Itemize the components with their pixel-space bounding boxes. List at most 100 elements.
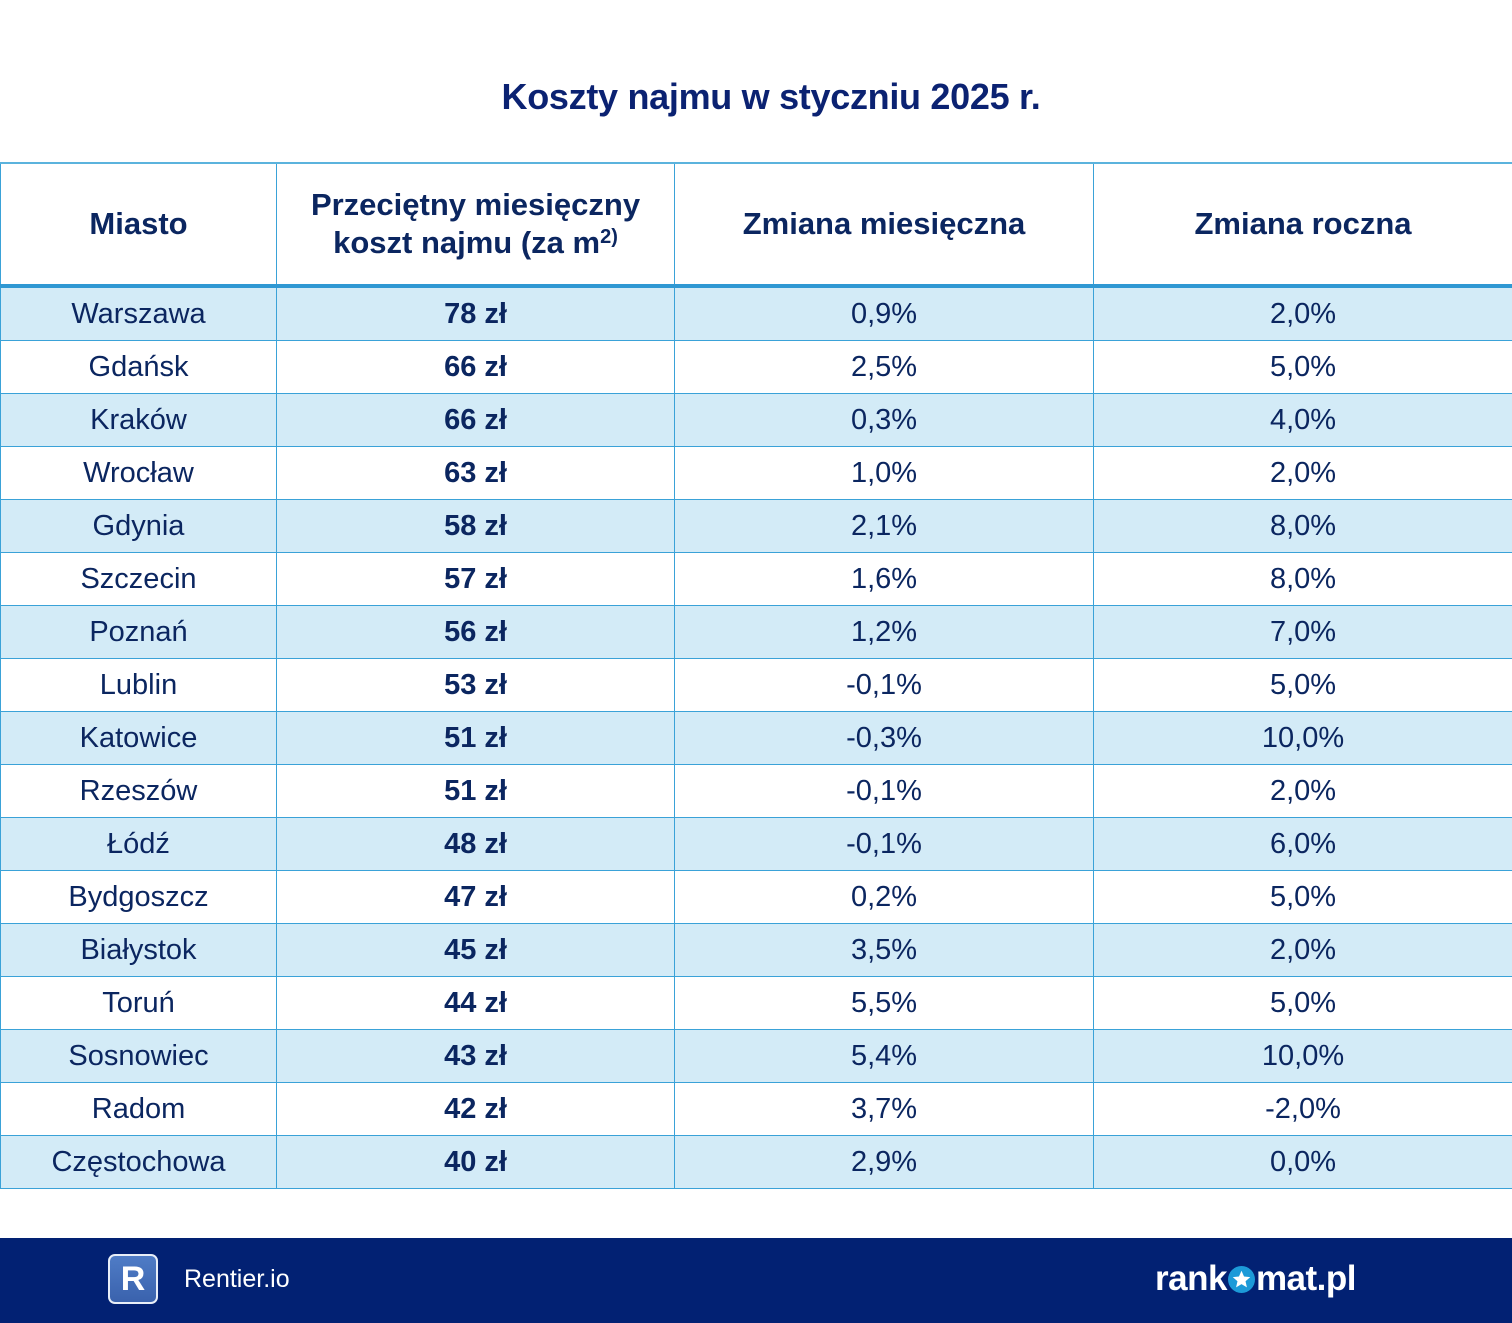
cell-cost: 42 zł — [276, 1082, 675, 1136]
cell-monthly-change: -0,1% — [674, 764, 1094, 818]
table-row: Wrocław 63 zł 1,0% 2,0% — [0, 446, 1512, 500]
cell-monthly-change: 0,2% — [674, 870, 1094, 924]
cell-yearly-change: 2,0% — [1093, 285, 1512, 341]
table-row: Częstochowa 40 zł 2,9% 0,0% — [0, 1135, 1512, 1189]
rentier-name: Rentier.io — [184, 1265, 290, 1293]
cell-yearly-change: 10,0% — [1093, 1029, 1512, 1083]
cell-monthly-change: 5,5% — [674, 976, 1094, 1030]
cell-cost: 57 zł — [276, 552, 675, 606]
cell-cost: 47 zł — [276, 870, 675, 924]
cell-yearly-change: 2,0% — [1093, 764, 1512, 818]
cell-city: Kraków — [0, 393, 277, 447]
table-row: Kraków 66 zł 0,3% 4,0% — [0, 393, 1512, 447]
cell-monthly-change: 2,1% — [674, 499, 1094, 553]
cell-city: Szczecin — [0, 552, 277, 606]
cell-monthly-change: 2,5% — [674, 340, 1094, 394]
table-row: Warszawa 78 zł 0,9% 2,0% — [0, 285, 1512, 341]
cell-cost: 44 zł — [276, 976, 675, 1030]
table-row: Toruń 44 zł 5,5% 5,0% — [0, 976, 1512, 1030]
table-row: Białystok 45 zł 3,5% 2,0% — [0, 923, 1512, 977]
cell-cost: 58 zł — [276, 499, 675, 553]
cell-city: Rzeszów — [0, 764, 277, 818]
cell-city: Częstochowa — [0, 1135, 277, 1189]
cell-city: Wrocław — [0, 446, 277, 500]
table-row: Katowice 51 zł -0,3% 10,0% — [0, 711, 1512, 765]
header-yearly-change: Zmiana roczna — [1093, 162, 1512, 288]
cell-yearly-change: 8,0% — [1093, 552, 1512, 606]
rankomat-logo-left: rank — [1155, 1259, 1227, 1298]
header-cost: Przeciętny miesięczny koszt najmu (za m2… — [276, 162, 675, 288]
cell-cost: 45 zł — [276, 923, 675, 977]
cell-city: Gdańsk — [0, 340, 277, 394]
header-monthly-change: Zmiana miesięczna — [674, 162, 1094, 288]
cell-yearly-change: 2,0% — [1093, 923, 1512, 977]
cell-cost: 56 zł — [276, 605, 675, 659]
footer-bar: R Rentier.io rank mat.pl — [0, 1238, 1512, 1323]
cell-yearly-change: 7,0% — [1093, 605, 1512, 659]
cell-monthly-change: 0,9% — [674, 285, 1094, 341]
table-row: Łódź 48 zł -0,1% 6,0% — [0, 817, 1512, 871]
cell-yearly-change: 4,0% — [1093, 393, 1512, 447]
cell-city: Bydgoszcz — [0, 870, 277, 924]
cell-yearly-change: 5,0% — [1093, 340, 1512, 394]
cell-city: Gdynia — [0, 499, 277, 553]
cell-city: Toruń — [0, 976, 277, 1030]
cell-monthly-change: 0,3% — [674, 393, 1094, 447]
header-city: Miasto — [0, 162, 277, 288]
rankomat-logo: rank mat.pl — [1155, 1258, 1357, 1300]
cell-yearly-change: 5,0% — [1093, 870, 1512, 924]
cell-yearly-change: 6,0% — [1093, 817, 1512, 871]
header-cost-line2: koszt najmu (za m — [333, 225, 601, 260]
cell-city: Poznań — [0, 605, 277, 659]
rankomat-logo-right: mat.pl — [1255, 1259, 1357, 1298]
cell-city: Łódź — [0, 817, 277, 871]
cell-yearly-change: 5,0% — [1093, 658, 1512, 712]
cell-city: Katowice — [0, 711, 277, 765]
table-row: Gdańsk 66 zł 2,5% 5,0% — [0, 340, 1512, 394]
table-body: Warszawa 78 zł 0,9% 2,0% Gdańsk 66 zł 2,5% 5,0%… — [0, 285, 1512, 1189]
cell-monthly-change: 3,5% — [674, 923, 1094, 977]
header-cost-sup: 2) — [600, 226, 618, 248]
cell-cost: 51 zł — [276, 711, 675, 765]
cell-cost: 48 zł — [276, 817, 675, 871]
cell-monthly-change: -0,1% — [674, 658, 1094, 712]
table-header-row: Miasto Przeciętny miesięczny koszt najmu… — [0, 162, 1512, 288]
rentier-logo-icon: R — [108, 1254, 158, 1304]
cell-cost: 66 zł — [276, 393, 675, 447]
cell-city: Białystok — [0, 923, 277, 977]
table-row: Gdynia 58 zł 2,1% 8,0% — [0, 499, 1512, 553]
cell-yearly-change: -2,0% — [1093, 1082, 1512, 1136]
cell-cost: 53 zł — [276, 658, 675, 712]
cell-yearly-change: 10,0% — [1093, 711, 1512, 765]
cell-monthly-change: 1,2% — [674, 605, 1094, 659]
table-row: Radom 42 zł 3,7% -2,0% — [0, 1082, 1512, 1136]
cell-monthly-change: 5,4% — [674, 1029, 1094, 1083]
cell-monthly-change: 1,6% — [674, 552, 1094, 606]
cell-cost: 63 zł — [276, 446, 675, 500]
cell-city: Radom — [0, 1082, 277, 1136]
cell-yearly-change: 5,0% — [1093, 976, 1512, 1030]
cell-cost: 40 zł — [276, 1135, 675, 1189]
cell-yearly-change: 8,0% — [1093, 499, 1512, 553]
table-row: Sosnowiec 43 zł 5,4% 10,0% — [0, 1029, 1512, 1083]
cell-monthly-change: 3,7% — [674, 1082, 1094, 1136]
cell-city: Lublin — [0, 658, 277, 712]
header-cost-line1: Przeciętny miesięczny — [310, 187, 641, 222]
cell-monthly-change: -0,1% — [674, 817, 1094, 871]
cell-monthly-change: 1,0% — [674, 446, 1094, 500]
table-row: Rzeszów 51 zł -0,1% 2,0% — [0, 764, 1512, 818]
star-icon — [1227, 1266, 1255, 1293]
cell-monthly-change: -0,3% — [674, 711, 1094, 765]
cell-cost: 66 zł — [276, 340, 675, 394]
table-row: Lublin 53 zł -0,1% 5,0% — [0, 658, 1512, 712]
cell-cost: 43 zł — [276, 1029, 675, 1083]
rent-cost-table: Miasto Przeciętny miesięczny koszt najmu… — [0, 162, 1512, 1189]
cell-cost: 51 zł — [276, 764, 675, 818]
cell-city: Sosnowiec — [0, 1029, 277, 1083]
cell-city: Warszawa — [0, 285, 277, 341]
cell-yearly-change: 2,0% — [1093, 446, 1512, 500]
table-row: Poznań 56 zł 1,2% 7,0% — [0, 605, 1512, 659]
cell-cost: 78 zł — [276, 285, 675, 341]
page-title: Koszty najmu w styczniu 2025 r. — [501, 76, 1041, 117]
cell-yearly-change: 0,0% — [1093, 1135, 1512, 1189]
